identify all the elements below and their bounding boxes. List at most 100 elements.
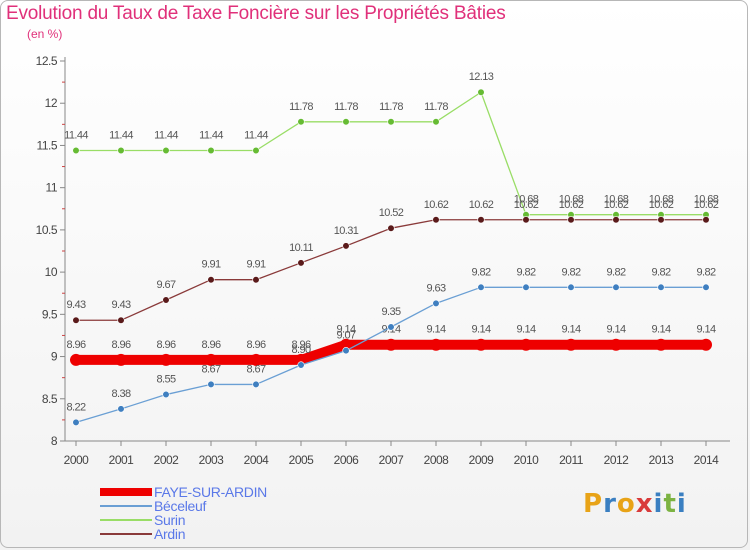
data-label: 11.44	[109, 130, 133, 142]
data-label: 9.91	[201, 259, 220, 271]
data-point	[207, 276, 215, 284]
data-point	[657, 216, 665, 224]
data-label: 11.44	[199, 130, 223, 142]
data-point	[297, 118, 305, 126]
data-label: 10.68	[649, 194, 674, 206]
data-point	[612, 283, 620, 291]
proxiti-logo: Proxiti	[583, 489, 687, 519]
data-point	[162, 296, 170, 304]
data-label: 10.62	[604, 199, 629, 211]
data-label: 10.31	[334, 225, 359, 237]
data-point	[72, 316, 80, 324]
y-tick-label: 12	[45, 96, 58, 110]
data-label: 11.44	[244, 130, 268, 142]
logo-letter: r	[603, 489, 617, 519]
data-point	[117, 316, 125, 324]
data-label: 8.67	[246, 363, 265, 375]
data-label: 8.38	[111, 388, 130, 400]
data-label: 8.96	[156, 339, 175, 351]
data-point	[342, 118, 350, 126]
data-label: 8.55	[156, 374, 175, 386]
data-point	[700, 338, 712, 351]
y-tick-label: 8	[51, 434, 58, 448]
y-tick-label: 10	[45, 265, 58, 279]
data-point	[567, 283, 575, 291]
data-label: 9.14	[651, 324, 670, 336]
legend-item: Béceleuf	[100, 498, 360, 514]
data-label: 9.82	[606, 266, 625, 278]
data-label: 9.43	[66, 299, 85, 311]
data-label: 10.68	[694, 194, 719, 206]
data-label: 10.62	[469, 199, 494, 211]
data-label: 9.82	[516, 266, 535, 278]
data-label: 11.78	[334, 101, 358, 113]
y-tick-label: 9	[51, 350, 58, 364]
data-label: 10.62	[514, 199, 539, 211]
y-tick-label: 12.5	[36, 54, 58, 68]
data-point	[430, 338, 442, 351]
data-label: 11.78	[424, 101, 448, 113]
x-tick-label: 2010	[514, 453, 540, 467]
data-label: 11.78	[289, 101, 313, 113]
legend-label: Surin	[154, 512, 186, 528]
legend-item: Surin	[100, 512, 360, 528]
x-tick-label: 2013	[649, 453, 675, 467]
data-point	[475, 338, 487, 351]
data-label: 8.96	[246, 339, 265, 351]
data-label: 9.43	[111, 299, 130, 311]
data-label: 10.62	[559, 199, 584, 211]
data-label: 9.67	[156, 279, 175, 291]
data-point	[297, 259, 305, 267]
logo-letter: P	[583, 489, 604, 519]
data-point	[702, 283, 710, 291]
data-label: 10.68	[514, 194, 539, 206]
x-tick-label: 2003	[199, 453, 225, 467]
legend-label: FAYE-SUR-ARDIN	[154, 484, 267, 500]
data-label: 11.78	[379, 101, 403, 113]
data-label: 9.63	[426, 282, 445, 294]
data-label: 10.52	[379, 207, 404, 219]
data-point	[385, 338, 397, 351]
data-point	[72, 418, 80, 427]
data-point	[252, 146, 260, 155]
data-label: 10.68	[559, 194, 584, 206]
logo-letter: i	[653, 489, 664, 519]
data-point	[342, 242, 350, 250]
data-point	[252, 276, 260, 284]
data-label: 9.14	[336, 324, 355, 336]
data-label: 9.82	[696, 266, 715, 278]
legend-label: Béceleuf	[154, 498, 207, 514]
data-label: 9.14	[516, 324, 535, 336]
data-label: 10.62	[694, 199, 719, 211]
data-point	[565, 338, 577, 351]
legend-label: Ardin	[154, 526, 186, 542]
x-tick-label: 2012	[604, 453, 630, 467]
data-point	[522, 216, 530, 224]
data-point	[250, 353, 262, 366]
x-tick-label: 2002	[154, 453, 180, 467]
data-label: 12.13	[469, 71, 494, 83]
data-label: 9.14	[606, 324, 625, 336]
data-point	[387, 224, 395, 232]
data-point	[340, 338, 352, 351]
y-tick-label: 10.5	[36, 223, 58, 237]
data-point	[160, 353, 172, 366]
data-label: 8.90	[291, 344, 310, 356]
data-point	[207, 146, 215, 155]
data-point	[520, 338, 532, 351]
chart-title: Evolution du Taux de Taxe Foncière sur l…	[6, 3, 506, 24]
data-label: 9.35	[381, 306, 400, 318]
data-label: 9.82	[651, 266, 670, 278]
data-label: 8.96	[201, 339, 220, 351]
data-point	[162, 390, 170, 399]
data-point	[72, 146, 80, 155]
logo-letter: x	[635, 489, 654, 519]
data-label: 9.82	[471, 266, 490, 278]
data-label: 10.68	[604, 194, 629, 206]
x-tick-label: 2001	[109, 453, 135, 467]
x-tick-label: 2006	[334, 453, 360, 467]
logo-letter: t	[663, 489, 677, 519]
data-label: 9.82	[561, 266, 580, 278]
data-point	[387, 118, 395, 126]
